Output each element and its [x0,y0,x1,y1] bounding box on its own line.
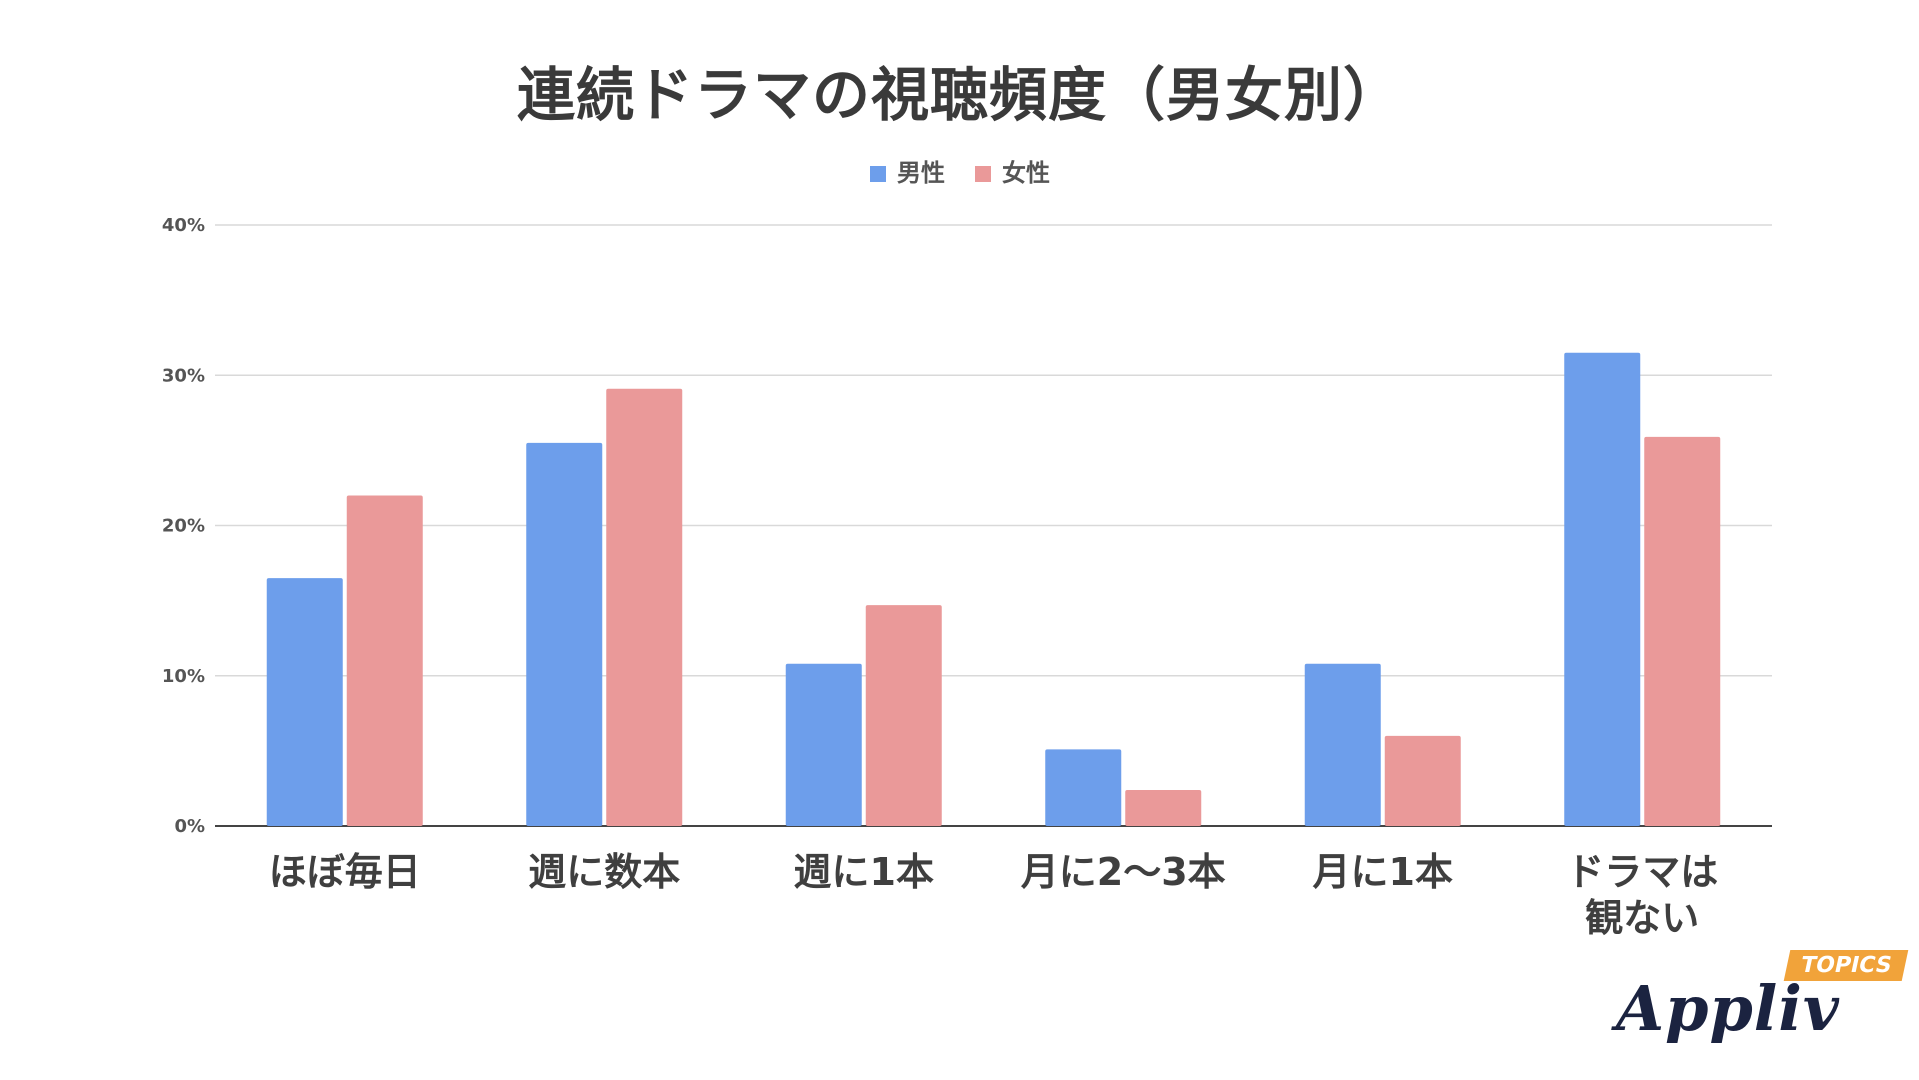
bar-female [865,605,942,826]
y-tick-label: 30% [162,365,205,386]
logo-topics-badge: TOPICS [1783,950,1909,981]
chart-title: 連続ドラマの視聴頻度（男女別） [516,61,1402,129]
x-tick-label: 週に数本 [528,850,680,894]
legend-label: 女性 [1002,159,1050,187]
logo-wordmark: Appliv [1616,972,1840,1045]
bar-male [1045,749,1122,826]
x-tick-label: 月に2〜3本 [1021,850,1226,894]
y-tick-label: 0% [174,816,205,837]
legend: 男性 女性 [870,159,1050,187]
bar-male [785,663,862,826]
bar-female [346,495,423,826]
y-tick-label: 40% [162,215,205,236]
bar-male [526,442,603,826]
x-tick-label: 月に1本 [1313,850,1453,894]
legend-swatch [975,166,991,182]
bar-female [1125,789,1202,826]
legend-swatch [870,166,886,182]
y-axis-ticks: 0% 10% 20% 30% 40% [162,215,205,837]
y-tick-label: 20% [162,516,205,537]
x-tick-label: 週に1本 [794,850,934,894]
bars [266,352,1721,826]
x-axis-ticks: ほぼ毎日 週に数本 週に1本 月に2〜3本 月に1本 ドラマは観ない [269,850,1719,940]
legend-label: 男性 [897,159,945,187]
x-tick-label: ドラマは観ない [1566,850,1718,940]
x-tick-label: ほぼ毎日 [269,850,421,894]
applivtopics-logo: Appliv TOPICS [1612,950,1909,1050]
bar-male [1304,663,1381,826]
gridlines [215,224,1772,827]
bar-female [606,388,683,826]
bar-female [1644,436,1721,826]
bar-male [266,578,343,826]
bar-male [1564,352,1641,826]
bar-female [1384,735,1461,826]
y-tick-label: 10% [162,666,205,687]
